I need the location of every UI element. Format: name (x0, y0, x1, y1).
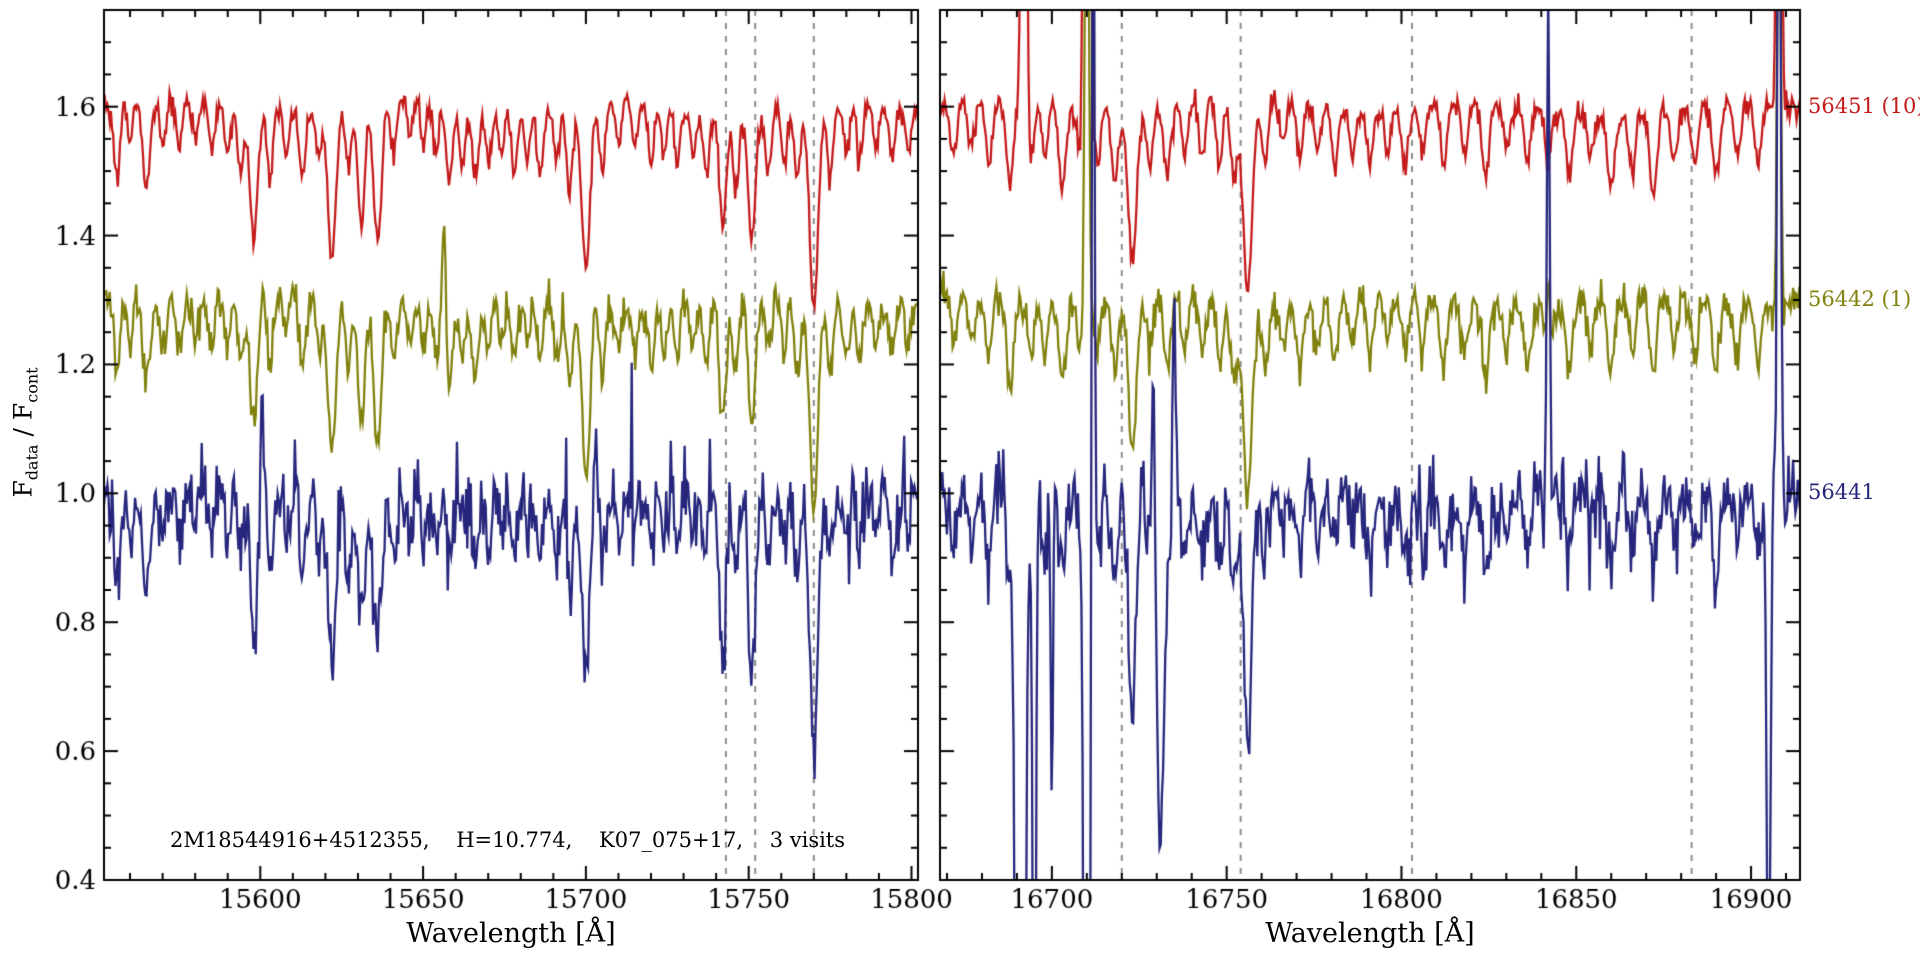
y-axis-label-sep: / (8, 420, 38, 445)
y-axis-label-f1: F (8, 480, 38, 498)
series-label-56442: 56442 (1) (1808, 287, 1912, 311)
series-label-56451: 56451 (10) (1808, 93, 1920, 118)
y-axis-label-sub2: cont (22, 367, 42, 403)
y-axis-label: Fdata / Fcont (9, 313, 42, 553)
series-label-56441: 56441 (1808, 480, 1875, 505)
x-axis-label-left: Wavelength [Å] (406, 918, 616, 949)
y-axis-label-sub1: data (22, 444, 42, 481)
annotation-star-info: 2M18544916+4512355, H=10.774, K07_075+17… (170, 828, 846, 852)
y-axis-label-f2: F (8, 402, 38, 421)
x-axis-label-right: Wavelength [Å] (1265, 918, 1475, 949)
